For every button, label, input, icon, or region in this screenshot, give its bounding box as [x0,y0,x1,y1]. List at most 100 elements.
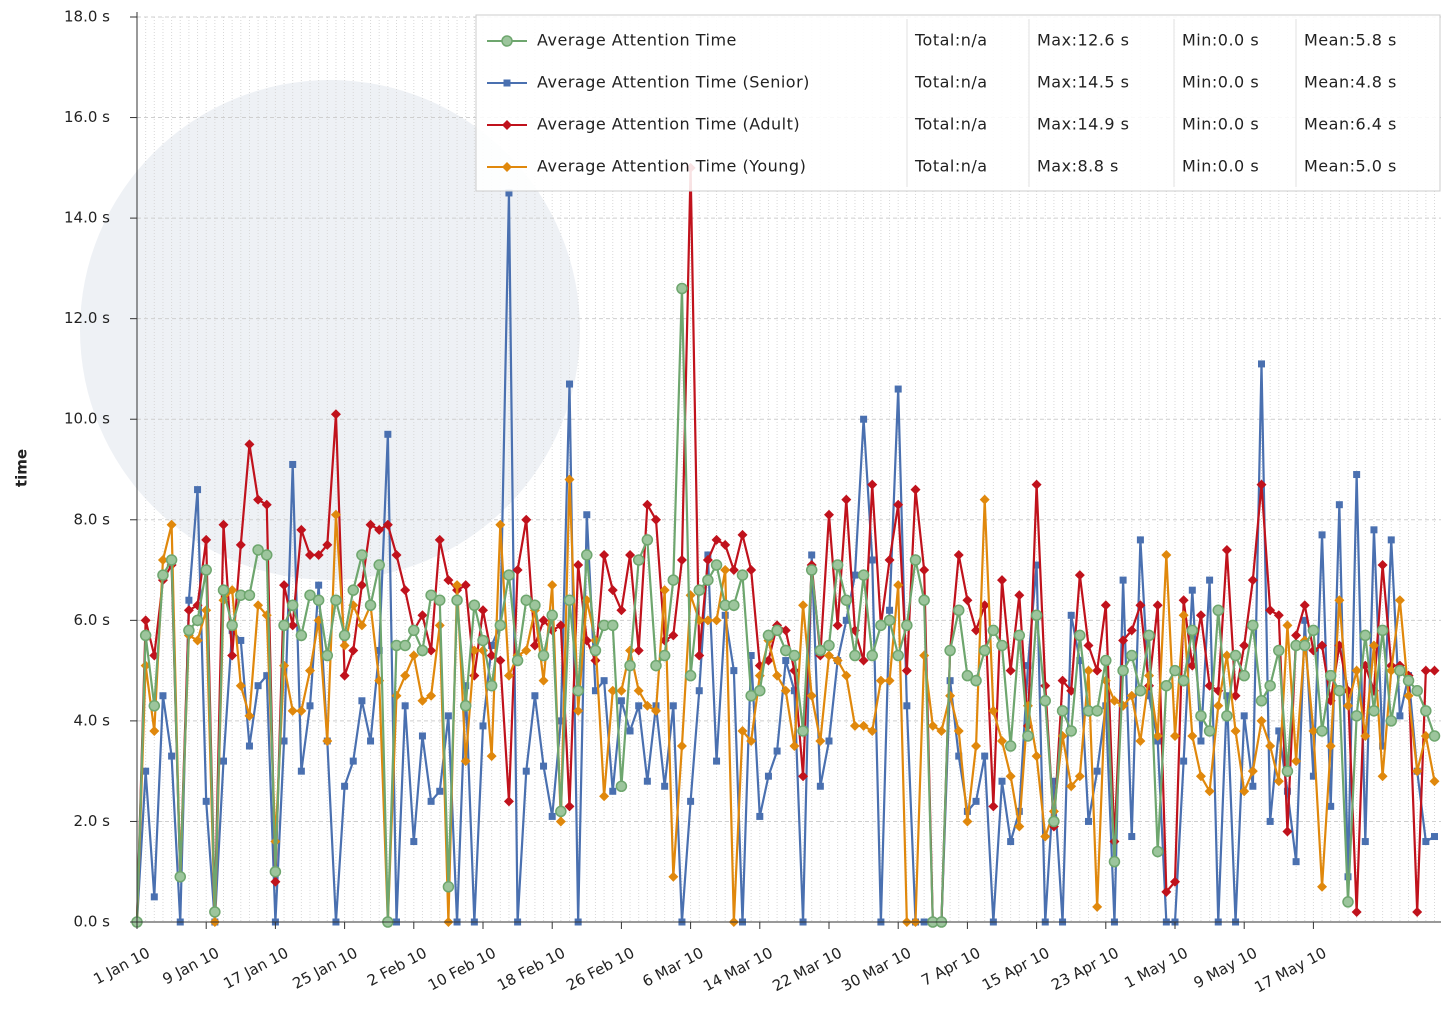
data-point [400,585,411,596]
data-point [849,720,860,731]
data-point [436,787,444,795]
data-point [1145,692,1153,700]
data-point [1178,595,1189,606]
data-point [1187,730,1198,741]
data-point [901,619,913,632]
data-point [607,585,618,596]
data-point [312,594,325,606]
data-point [668,630,679,641]
data-point [218,519,229,530]
data-point [710,559,723,571]
data-point [886,606,894,614]
data-point [375,647,383,654]
data-point [1180,757,1188,765]
data-point [936,725,947,736]
data-point [1100,654,1112,667]
data-point [1327,802,1335,810]
data-point [373,559,385,571]
legend-label: Average Attention Time [537,31,737,50]
data-point [1412,906,1423,917]
data-point [297,767,305,775]
data-point [149,725,160,736]
data-point [1307,624,1320,637]
data-point [961,669,974,682]
data-point [1334,595,1345,606]
data-point [747,652,755,660]
data-point [590,655,601,666]
data-point [270,876,281,887]
x-tick-label: 1 Jan 10 [90,944,153,989]
data-point [633,645,644,656]
data-point [150,893,158,901]
data-point [858,655,869,666]
data-point [998,777,1006,785]
y-tick-label: 2.0 s [74,812,111,830]
y-tick-label: 12.0 s [64,309,110,327]
data-point [884,675,895,686]
data-point [1239,640,1250,651]
data-point [955,752,963,760]
data-point [788,649,801,662]
data-point [1031,751,1042,762]
data-point [1387,536,1395,544]
data-point [1065,725,1077,737]
data-point [356,620,367,631]
data-point [1074,629,1086,642]
data-point [970,674,982,687]
data-point [348,645,359,656]
data-point [1074,570,1085,581]
data-point [875,619,887,632]
data-point [330,509,341,520]
data-point [668,871,679,882]
data-point [616,605,627,616]
data-point [798,771,809,782]
x-tick-label: 18 Feb 10 [494,944,568,995]
data-point [367,737,375,745]
data-point [883,614,896,627]
data-point [364,599,377,611]
data-point [641,534,654,546]
data-point [988,705,999,716]
data-point [1074,771,1085,782]
data-point [1386,665,1397,676]
data-point [676,741,687,752]
data-point [1056,705,1069,717]
data-point [615,780,628,792]
data-point [1308,725,1319,736]
data-point [1247,766,1258,777]
data-point [459,700,472,712]
data-point [1420,665,1431,676]
data-point [1258,360,1265,368]
data-point [981,752,989,760]
data-point [988,801,999,812]
data-point [1256,715,1267,726]
data-point [505,189,513,197]
data-point [305,665,315,676]
data-point [321,649,334,662]
legend-marker [501,35,513,47]
data-point [650,659,662,672]
data-point [1221,650,1232,661]
legend-stat: Min:0.0 s [1182,157,1259,176]
x-tick-label: 1 May 10 [1121,944,1191,992]
data-point [159,692,167,700]
data-point [1273,776,1284,787]
data-point [626,727,634,735]
data-point [1022,730,1034,742]
data-point [339,670,350,681]
data-point [425,589,437,601]
data-point [589,644,602,657]
data-point [426,690,437,701]
data-point [599,549,610,560]
data-point [157,555,168,565]
data-point [374,524,385,535]
data-point [287,620,298,631]
data-point [278,619,290,632]
data-point [165,554,178,566]
legend: Average Attention Time Total:n/a Max:12.6 … [475,14,1441,192]
data-point [529,599,541,611]
data-point [953,725,964,736]
data-point [684,669,697,682]
data-point [220,757,227,765]
y-axis-label: time [13,449,31,487]
